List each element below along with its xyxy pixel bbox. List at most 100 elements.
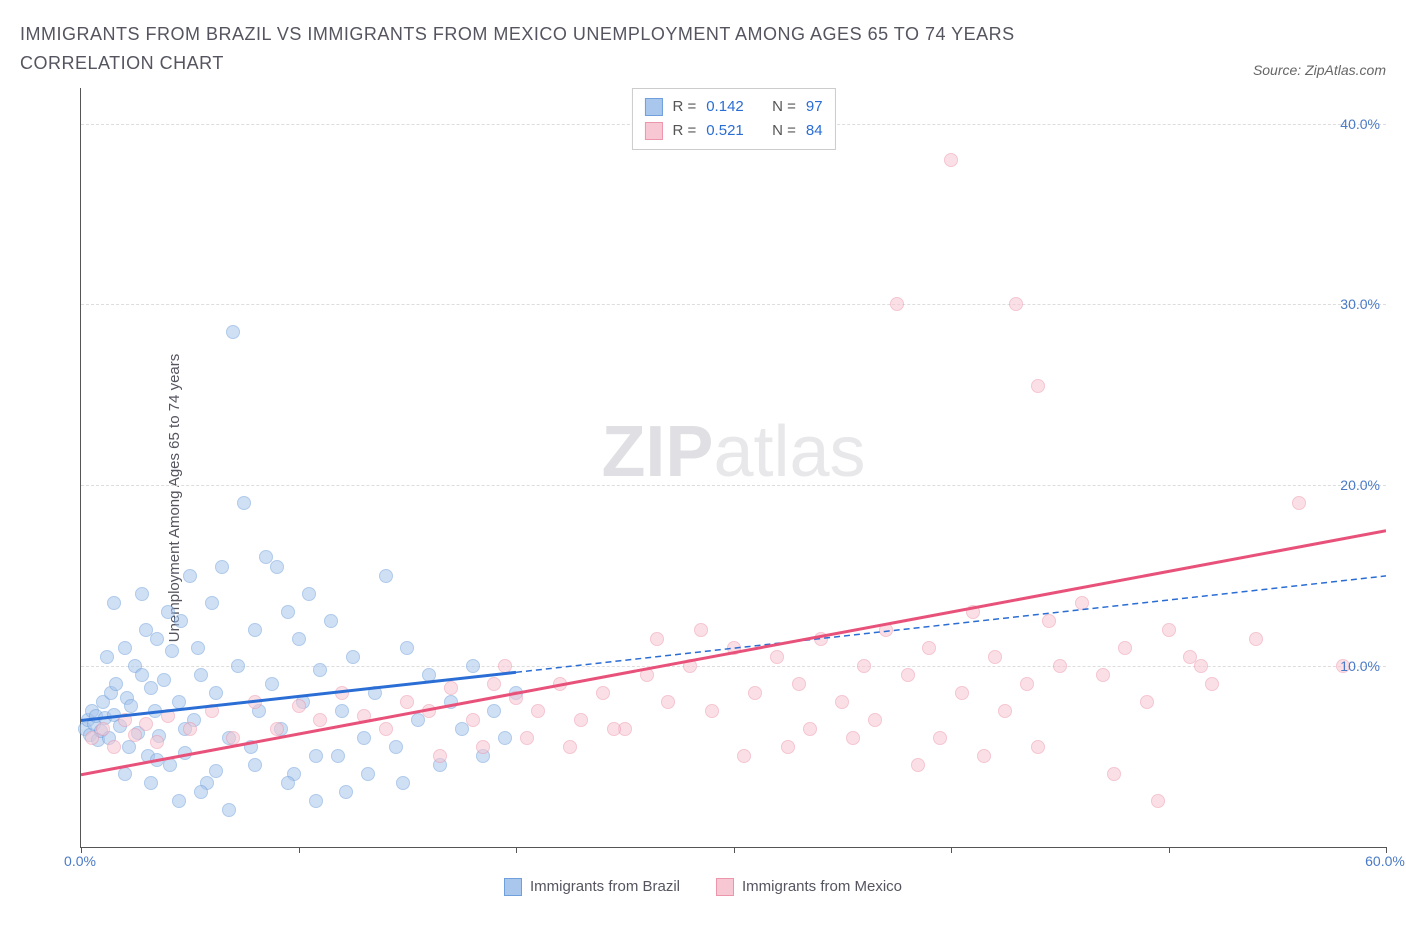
data-point-brazil	[335, 704, 349, 718]
r-label: R =	[672, 95, 696, 119]
data-point-mexico	[509, 691, 523, 705]
data-point-mexico	[737, 749, 751, 763]
data-point-mexico	[1031, 740, 1045, 754]
data-point-brazil	[135, 668, 149, 682]
data-point-mexico	[596, 686, 610, 700]
data-point-mexico	[748, 686, 762, 700]
data-point-brazil	[389, 740, 403, 754]
data-point-mexico	[553, 677, 567, 691]
data-point-brazil	[231, 659, 245, 673]
data-point-mexico	[531, 704, 545, 718]
n-label: N =	[772, 119, 796, 143]
data-point-mexico	[922, 641, 936, 655]
data-point-brazil	[107, 596, 121, 610]
data-point-mexico	[901, 668, 915, 682]
data-point-brazil	[361, 767, 375, 781]
data-point-mexico	[1205, 677, 1219, 691]
data-point-brazil	[422, 668, 436, 682]
data-point-brazil	[191, 641, 205, 655]
data-point-brazil	[165, 644, 179, 658]
data-point-mexico	[814, 632, 828, 646]
data-point-mexico	[357, 709, 371, 723]
data-point-mexico	[890, 297, 904, 311]
data-point-brazil	[270, 560, 284, 574]
data-point-mexico	[139, 717, 153, 731]
data-point-mexico	[118, 713, 132, 727]
data-point-mexico	[781, 740, 795, 754]
data-point-mexico	[107, 740, 121, 754]
data-point-mexico	[183, 722, 197, 736]
data-point-mexico	[911, 758, 925, 772]
data-point-mexico	[835, 695, 849, 709]
y-tick-label: 40.0%	[1340, 116, 1380, 132]
data-point-mexico	[96, 722, 110, 736]
legend-label-mexico: Immigrants from Mexico	[742, 878, 902, 895]
data-point-brazil	[324, 614, 338, 628]
data-point-brazil	[237, 496, 251, 510]
data-point-mexico	[487, 677, 501, 691]
data-point-mexico	[1009, 297, 1023, 311]
data-point-mexico	[1042, 614, 1056, 628]
data-point-brazil	[183, 569, 197, 583]
data-point-mexico	[868, 713, 882, 727]
data-point-mexico	[1020, 677, 1034, 691]
data-point-brazil	[172, 695, 186, 709]
data-point-brazil	[346, 650, 360, 664]
swatch-brazil	[644, 98, 662, 116]
data-point-brazil	[339, 785, 353, 799]
data-point-mexico	[433, 749, 447, 763]
data-point-mexico	[661, 695, 675, 709]
n-value-brazil: 97	[806, 95, 823, 119]
x-tick-label: 0.0%	[64, 853, 96, 869]
data-point-mexico	[1053, 659, 1067, 673]
data-point-mexico	[944, 153, 958, 167]
data-point-mexico	[313, 713, 327, 727]
plot-area: ZIPatlas R =0.142 N =97R =0.521 N =84 10…	[80, 88, 1386, 848]
data-point-brazil	[357, 731, 371, 745]
data-point-mexico	[292, 699, 306, 713]
data-point-brazil	[400, 641, 414, 655]
data-point-mexico	[803, 722, 817, 736]
data-point-brazil	[396, 776, 410, 790]
data-point-brazil	[292, 632, 306, 646]
data-point-mexico	[792, 677, 806, 691]
data-point-brazil	[215, 560, 229, 574]
data-point-mexico	[226, 731, 240, 745]
stat-legend: R =0.142 N =97R =0.521 N =84	[631, 88, 835, 150]
data-point-brazil	[174, 614, 188, 628]
gridline	[81, 485, 1386, 486]
series-legend: Immigrants from BrazilImmigrants from Me…	[20, 878, 1386, 900]
data-point-brazil	[163, 758, 177, 772]
data-point-mexico	[161, 709, 175, 723]
data-point-mexico	[1162, 623, 1176, 637]
data-point-mexico	[694, 623, 708, 637]
y-tick-label: 10.0%	[1340, 658, 1380, 674]
data-point-brazil	[281, 776, 295, 790]
data-point-mexico	[466, 713, 480, 727]
n-value-mexico: 84	[806, 119, 823, 143]
data-point-brazil	[222, 803, 236, 817]
data-point-brazil	[150, 632, 164, 646]
data-point-mexico	[1075, 596, 1089, 610]
data-point-brazil	[281, 605, 295, 619]
data-point-brazil	[205, 596, 219, 610]
data-point-mexico	[1118, 641, 1132, 655]
swatch-mexico	[644, 122, 662, 140]
data-point-brazil	[135, 587, 149, 601]
data-point-brazil	[194, 668, 208, 682]
r-value-mexico: 0.521	[706, 119, 744, 143]
chart-container: Unemployment Among Ages 65 to 74 years Z…	[20, 88, 1386, 908]
data-point-mexico	[727, 641, 741, 655]
data-point-brazil	[122, 740, 136, 754]
data-point-mexico	[705, 704, 719, 718]
gridline	[81, 666, 1386, 667]
data-point-mexico	[422, 704, 436, 718]
data-point-brazil	[265, 677, 279, 691]
data-point-mexico	[1107, 767, 1121, 781]
data-point-mexico	[966, 605, 980, 619]
data-point-brazil	[209, 764, 223, 778]
data-point-brazil	[309, 794, 323, 808]
data-point-brazil	[309, 749, 323, 763]
data-point-brazil	[178, 746, 192, 760]
data-point-mexico	[563, 740, 577, 754]
